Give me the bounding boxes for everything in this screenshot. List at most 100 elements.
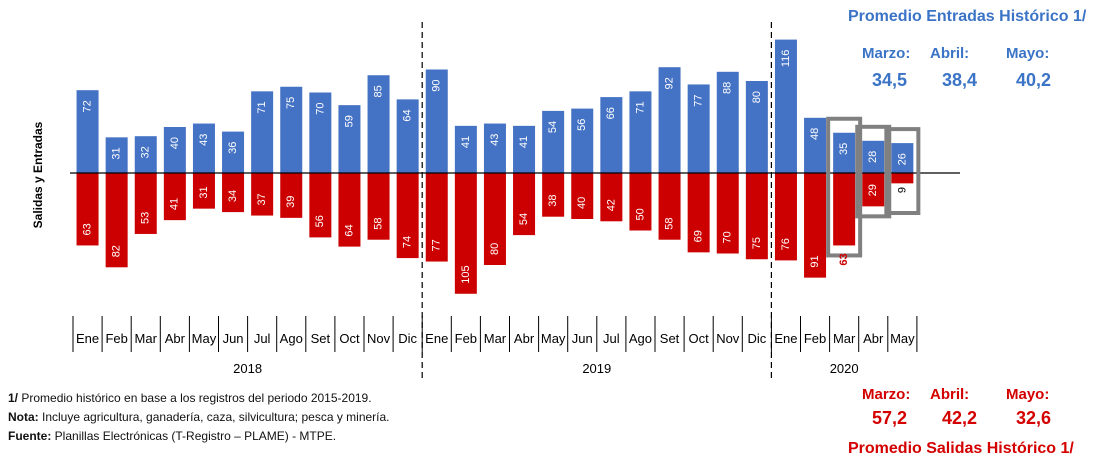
month-tick-label: Mar	[833, 331, 856, 346]
salida-bar	[658, 173, 681, 240]
salida-value-label: 77	[431, 239, 443, 251]
entrada-bar	[716, 71, 739, 173]
entrada-bar	[338, 105, 361, 173]
month-tick-label: Feb	[455, 331, 477, 346]
historic-exits-value-may: 32,6	[1016, 408, 1052, 428]
month-tick-label: Ago	[280, 331, 303, 346]
salida-value-label: 64	[343, 224, 355, 236]
footnote-1: 1/ Promedio histórico en base a los regi…	[8, 391, 372, 405]
entrada-bar	[76, 90, 99, 173]
entrada-bar	[891, 143, 914, 173]
entrada-value-label: 64	[402, 109, 414, 121]
entrada-value-label: 77	[693, 94, 705, 106]
entrada-value-label: 35	[838, 143, 850, 155]
entrada-value-label: 28	[867, 151, 879, 163]
highlight-box	[826, 116, 863, 258]
year-label: 2020	[830, 361, 859, 376]
salida-value-label: 42	[605, 199, 617, 211]
salida-value-label: 75	[751, 237, 763, 249]
salida-value-label: 105	[460, 265, 472, 283]
month-tick-label: Oct	[689, 331, 710, 346]
entrada-bar	[454, 125, 477, 173]
footnote-fuente-text: Planillas Electrónicas (T-Registro – PLA…	[51, 429, 337, 443]
year-label: 2019	[582, 361, 611, 376]
entrada-value-label: 116	[780, 50, 792, 68]
salida-value-label: 58	[663, 217, 675, 229]
month-tick-label: Jul	[603, 331, 620, 346]
entrada-bar	[804, 117, 827, 173]
entrada-bar	[833, 132, 856, 173]
historic-entries-month-april: Abril:	[930, 45, 970, 62]
entrada-value-label: 66	[605, 107, 617, 119]
entrada-value-label: 75	[285, 97, 297, 109]
salida-bar	[425, 173, 448, 262]
salida-value-label: 38	[547, 194, 559, 206]
salida-bar	[804, 173, 827, 278]
salida-value-label: 69	[693, 230, 705, 242]
salida-value-label: 82	[111, 245, 123, 257]
entrada-bar	[222, 131, 245, 173]
month-tick-label: Dic	[747, 331, 766, 346]
salida-bar	[745, 173, 768, 260]
entrada-value-label: 54	[547, 121, 559, 133]
entrada-value-label: 43	[198, 134, 210, 146]
entrada-value-label: 59	[343, 115, 355, 127]
salida-value-label: 63	[81, 223, 93, 235]
month-tick-label: Oct	[339, 331, 360, 346]
entrada-value-label: 43	[489, 134, 501, 146]
salida-bar	[891, 173, 914, 184]
salida-value-label: 41	[169, 198, 181, 210]
salida-value-label: 74	[402, 236, 414, 248]
salida-value-label: 63	[838, 253, 850, 265]
entrada-bar	[542, 110, 565, 173]
entrada-value-label: 85	[372, 85, 384, 97]
month-tick-label: Mar	[135, 331, 158, 346]
entrada-bar	[571, 108, 594, 173]
salida-value-label: 91	[809, 255, 821, 267]
month-tick-label: Jul	[254, 331, 271, 346]
salida-bar	[542, 173, 565, 217]
historic-exits-value-march: 57,2	[872, 408, 908, 428]
year-label: 2018	[233, 361, 262, 376]
entrada-bar	[687, 84, 710, 173]
salida-bar	[163, 173, 186, 221]
salida-bar	[513, 173, 536, 236]
footnote-nota-text: Incluye agricultura, ganadería, caza, si…	[38, 410, 390, 424]
salida-bar	[338, 173, 361, 247]
salida-value-label: 54	[518, 213, 530, 225]
entrada-value-label: 71	[256, 101, 268, 113]
month-tick-label: Ene	[425, 331, 448, 346]
historic-entries-month-march: Marzo:	[862, 45, 911, 62]
month-tick-label: Mar	[484, 331, 507, 346]
entrada-value-label: 88	[722, 82, 734, 94]
entrada-value-label: 71	[634, 101, 646, 113]
salida-value-label: 39	[285, 196, 297, 208]
salida-bar	[571, 173, 594, 219]
entrada-value-label: 56	[576, 119, 588, 131]
month-tick-label: Nov	[367, 331, 391, 346]
salida-bar	[716, 173, 739, 254]
salida-bar	[774, 173, 797, 261]
entrada-bar	[600, 97, 623, 173]
salida-value-label: 50	[634, 208, 646, 220]
historic-exits-month-march: Marzo:	[862, 386, 911, 403]
salida-value-label: 37	[256, 193, 268, 205]
salida-value-label: 53	[140, 212, 152, 224]
entrada-value-label: 26	[896, 153, 908, 165]
highlight-box	[855, 124, 892, 219]
entrada-bar	[309, 92, 332, 173]
entrada-bar	[280, 86, 303, 173]
salida-bar	[687, 173, 710, 253]
salida-bar	[483, 173, 506, 265]
entrada-bar	[513, 125, 536, 173]
historic-entries-value-may: 40,2	[1016, 70, 1052, 90]
month-tick-label: Ago	[629, 331, 652, 346]
footnote-fuente-label: Fuente:	[8, 429, 52, 443]
month-tick-label: Set	[311, 331, 331, 346]
salida-value-label: 9	[896, 187, 908, 193]
entrada-bar	[134, 136, 157, 173]
month-tick-label: Ene	[774, 331, 797, 346]
entrada-bar	[367, 75, 390, 173]
salida-bar	[251, 173, 274, 216]
